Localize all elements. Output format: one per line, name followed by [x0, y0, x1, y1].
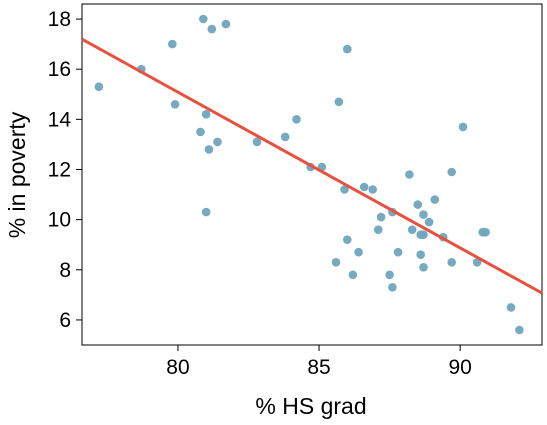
- y-axis-label: % in poverty: [4, 111, 30, 238]
- data-point: [393, 247, 403, 257]
- data-point: [207, 24, 217, 34]
- data-point: [196, 127, 205, 137]
- data-point: [374, 225, 383, 234]
- data-point: [348, 270, 358, 280]
- data-point: [447, 167, 457, 177]
- data-point: [201, 207, 211, 217]
- data-point: [292, 115, 301, 124]
- plot-frame: [81, 3, 543, 346]
- x-axis-label: % HS grad: [255, 393, 366, 419]
- data-point: [340, 185, 349, 194]
- data-point: [94, 82, 104, 91]
- data-point: [343, 44, 352, 54]
- y-tick-label: 14: [48, 108, 72, 131]
- data-point: [419, 210, 428, 219]
- data-point: [407, 225, 417, 234]
- data-point: [343, 235, 352, 244]
- data-point: [405, 170, 414, 179]
- data-point: [334, 97, 344, 107]
- y-tick-label: 12: [48, 158, 71, 181]
- regression-line: [81, 37, 543, 295]
- data-point: [419, 230, 428, 239]
- data-point: [413, 200, 423, 209]
- x-axis: 80 85 90: [166, 345, 472, 379]
- data-point: [515, 325, 524, 335]
- data-point: [424, 217, 434, 227]
- data-point: [170, 100, 180, 109]
- data-point: [376, 212, 386, 222]
- data-points: [94, 14, 524, 335]
- data-point: [368, 185, 378, 194]
- y-axis: 6 8 10 12 14 16 18: [48, 8, 82, 332]
- data-point: [252, 137, 262, 147]
- y-tick-label: 10: [48, 209, 71, 232]
- data-point: [280, 132, 290, 142]
- x-tick-label: 85: [307, 356, 330, 379]
- data-point: [199, 14, 208, 24]
- x-tick-label: 80: [166, 356, 189, 379]
- data-point: [221, 19, 231, 29]
- y-tick-label: 16: [48, 58, 71, 81]
- data-point: [359, 182, 369, 192]
- y-tick-label: 18: [48, 8, 71, 31]
- y-tick-label: 6: [59, 309, 71, 332]
- data-point: [168, 39, 177, 49]
- regression-line-layer: [81, 37, 543, 295]
- data-point: [416, 250, 426, 259]
- data-point: [201, 110, 211, 119]
- data-point: [430, 195, 440, 204]
- data-point: [213, 137, 222, 147]
- data-point: [354, 247, 363, 257]
- data-point: [385, 270, 394, 280]
- data-point: [204, 145, 214, 154]
- y-tick-label: 8: [59, 259, 71, 282]
- data-point: [506, 303, 516, 312]
- data-point: [331, 258, 341, 267]
- data-point: [458, 122, 468, 132]
- data-point: [447, 258, 457, 267]
- data-point: [388, 283, 397, 292]
- data-point: [419, 263, 428, 272]
- x-tick-label: 90: [448, 356, 471, 379]
- data-point: [481, 227, 490, 237]
